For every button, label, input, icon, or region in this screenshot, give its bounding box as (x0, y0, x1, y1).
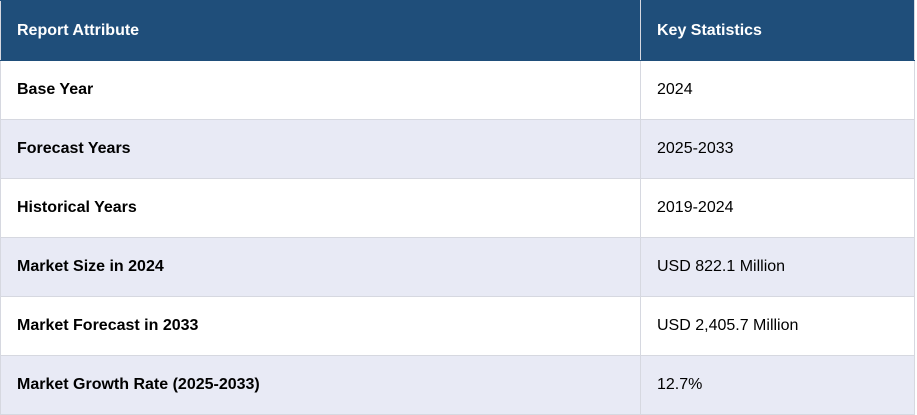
table-row: Forecast Years 2025-2033 (0, 119, 915, 179)
attribute-cell: Forecast Years (0, 119, 641, 179)
statistic-cell: USD 822.1 Million (640, 237, 915, 297)
header-cell: Key Statistics (640, 0, 915, 61)
statistic-cell: 2025-2033 (640, 119, 915, 179)
table-row: Market Growth Rate (2025-2033) 12.7% (0, 355, 915, 415)
attribute-cell: Historical Years (0, 178, 641, 238)
attribute-cell: Market Forecast in 2033 (0, 296, 641, 356)
attribute-cell: Market Growth Rate (2025-2033) (0, 355, 641, 415)
header-row: Report Attribute Key Statistics (0, 0, 915, 61)
statistic-cell: 2024 (640, 60, 915, 120)
statistic-cell: 12.7% (640, 355, 915, 415)
attribute-cell: Base Year (0, 60, 641, 120)
statistic-cell: 2019-2024 (640, 178, 915, 238)
table-row: Base Year 2024 (0, 60, 915, 120)
header-cell: Report Attribute (0, 0, 641, 61)
statistic-cell: USD 2,405.7 Million (640, 296, 915, 356)
table-body: Base Year 2024 Forecast Years 2025-2033 Hist… (0, 60, 915, 415)
attribute-cell: Market Size in 2024 (0, 237, 641, 297)
table-row: Market Forecast in 2033 USD 2,405.7 Milli… (0, 296, 915, 356)
table-row: Historical Years 2019-2024 (0, 178, 915, 238)
table-row: Market Size in 2024 USD 822.1 Million (0, 237, 915, 297)
